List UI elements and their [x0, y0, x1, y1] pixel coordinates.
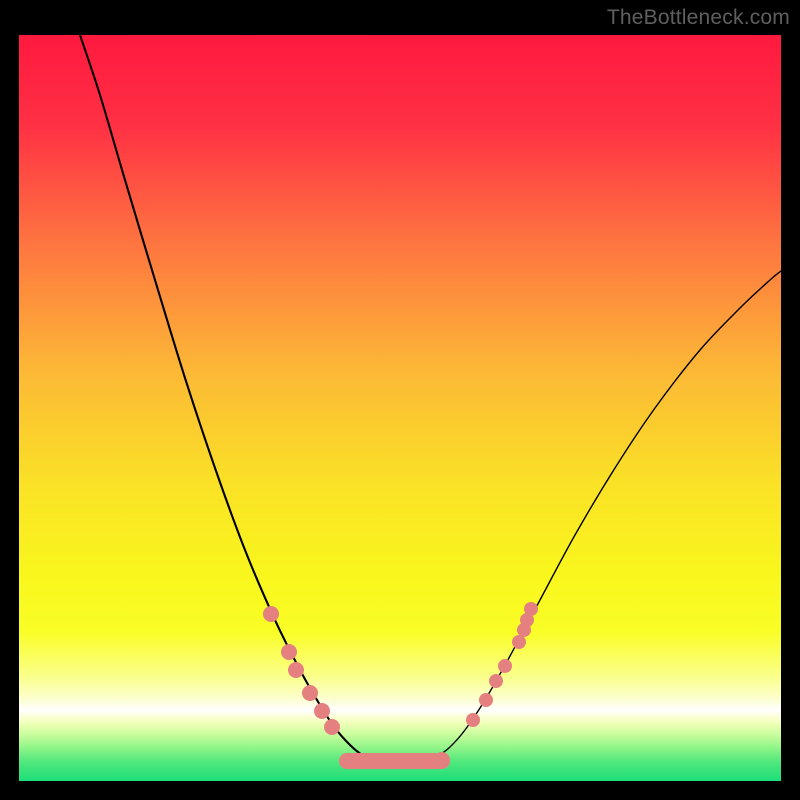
watermark-text: TheBottleneck.com — [607, 6, 790, 30]
right-curve-dot — [524, 602, 538, 616]
left-curve-dot — [281, 644, 297, 660]
right-curve-dot — [479, 693, 493, 707]
left-curve-dot — [263, 606, 279, 622]
chart-svg — [0, 0, 800, 800]
heat-gradient-background — [19, 35, 781, 781]
left-curve-dot — [324, 719, 340, 735]
right-curve-dot — [489, 674, 503, 688]
left-curve-dot — [302, 685, 318, 701]
bottom-end-dot — [339, 753, 355, 769]
right-curve-dot — [512, 635, 526, 649]
right-curve-dot — [498, 659, 512, 673]
left-curve-dot — [288, 662, 304, 678]
bottom-end-dot — [434, 752, 450, 768]
chart-container: TheBottleneck.com — [0, 0, 800, 800]
right-curve-dot — [466, 713, 480, 727]
left-curve-dot — [314, 703, 330, 719]
